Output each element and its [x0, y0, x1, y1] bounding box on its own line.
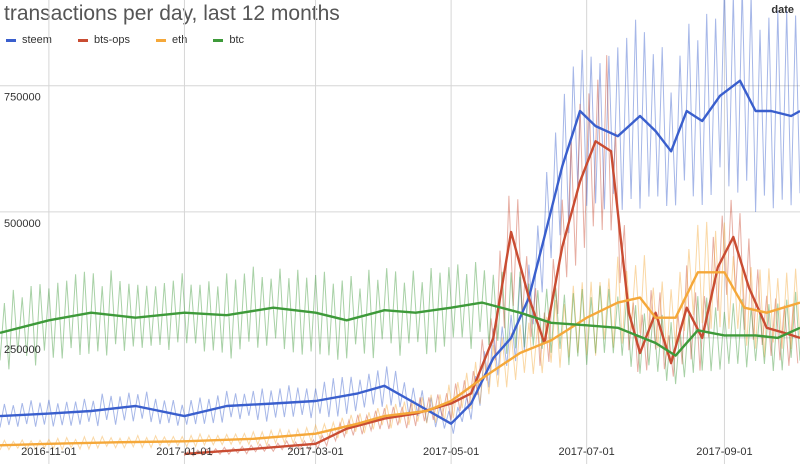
legend-item-steem[interactable]: steem	[6, 33, 52, 47]
y-tick-label: 250000	[4, 344, 41, 356]
daily-trace-eth	[0, 221, 800, 452]
chart-title: transactions per day, last 12 months	[4, 2, 340, 25]
daily-trace-steem	[0, 0, 800, 434]
legend-label-btc: btc	[229, 34, 245, 46]
x-axis-label: date	[771, 4, 794, 16]
series-line-bts-ops	[184, 139, 800, 456]
x-tick-label: 2017-05-01	[423, 446, 479, 458]
x-tick-label: 2017-01-01	[156, 446, 212, 458]
x-tick-label: 2017-09-01	[696, 446, 752, 458]
legend-label-steem: steem	[22, 34, 52, 46]
legend-label-eth: eth	[172, 34, 188, 46]
series-line-steem	[0, 79, 800, 425]
daily-trace-bts-ops	[184, 55, 799, 457]
legend-swatch-btc	[213, 38, 224, 42]
x-tick-label: 2017-03-01	[287, 446, 343, 458]
y-tick-label: 750000	[4, 92, 41, 104]
legend-item-bts-ops[interactable]: bts-ops	[77, 33, 131, 47]
daily-trace-btc	[0, 261, 800, 385]
legend-item-btc[interactable]: btc	[213, 33, 244, 47]
legend-item-eth[interactable]: eth	[156, 33, 187, 47]
series-line-eth	[0, 271, 800, 447]
legend-swatch-eth	[156, 38, 167, 42]
legend-label-bts-ops: bts-ops	[93, 34, 131, 46]
x-tick-label: 2017-07-01	[559, 446, 615, 458]
legend-swatch-steem	[6, 38, 16, 42]
legend: steem bts-ops eth btc	[6, 33, 270, 47]
legend-swatch-bts-ops	[77, 38, 88, 42]
y-tick-label: 500000	[4, 218, 41, 230]
x-tick-label: 2016-11-01	[21, 446, 76, 458]
series-line-btc	[0, 301, 800, 357]
